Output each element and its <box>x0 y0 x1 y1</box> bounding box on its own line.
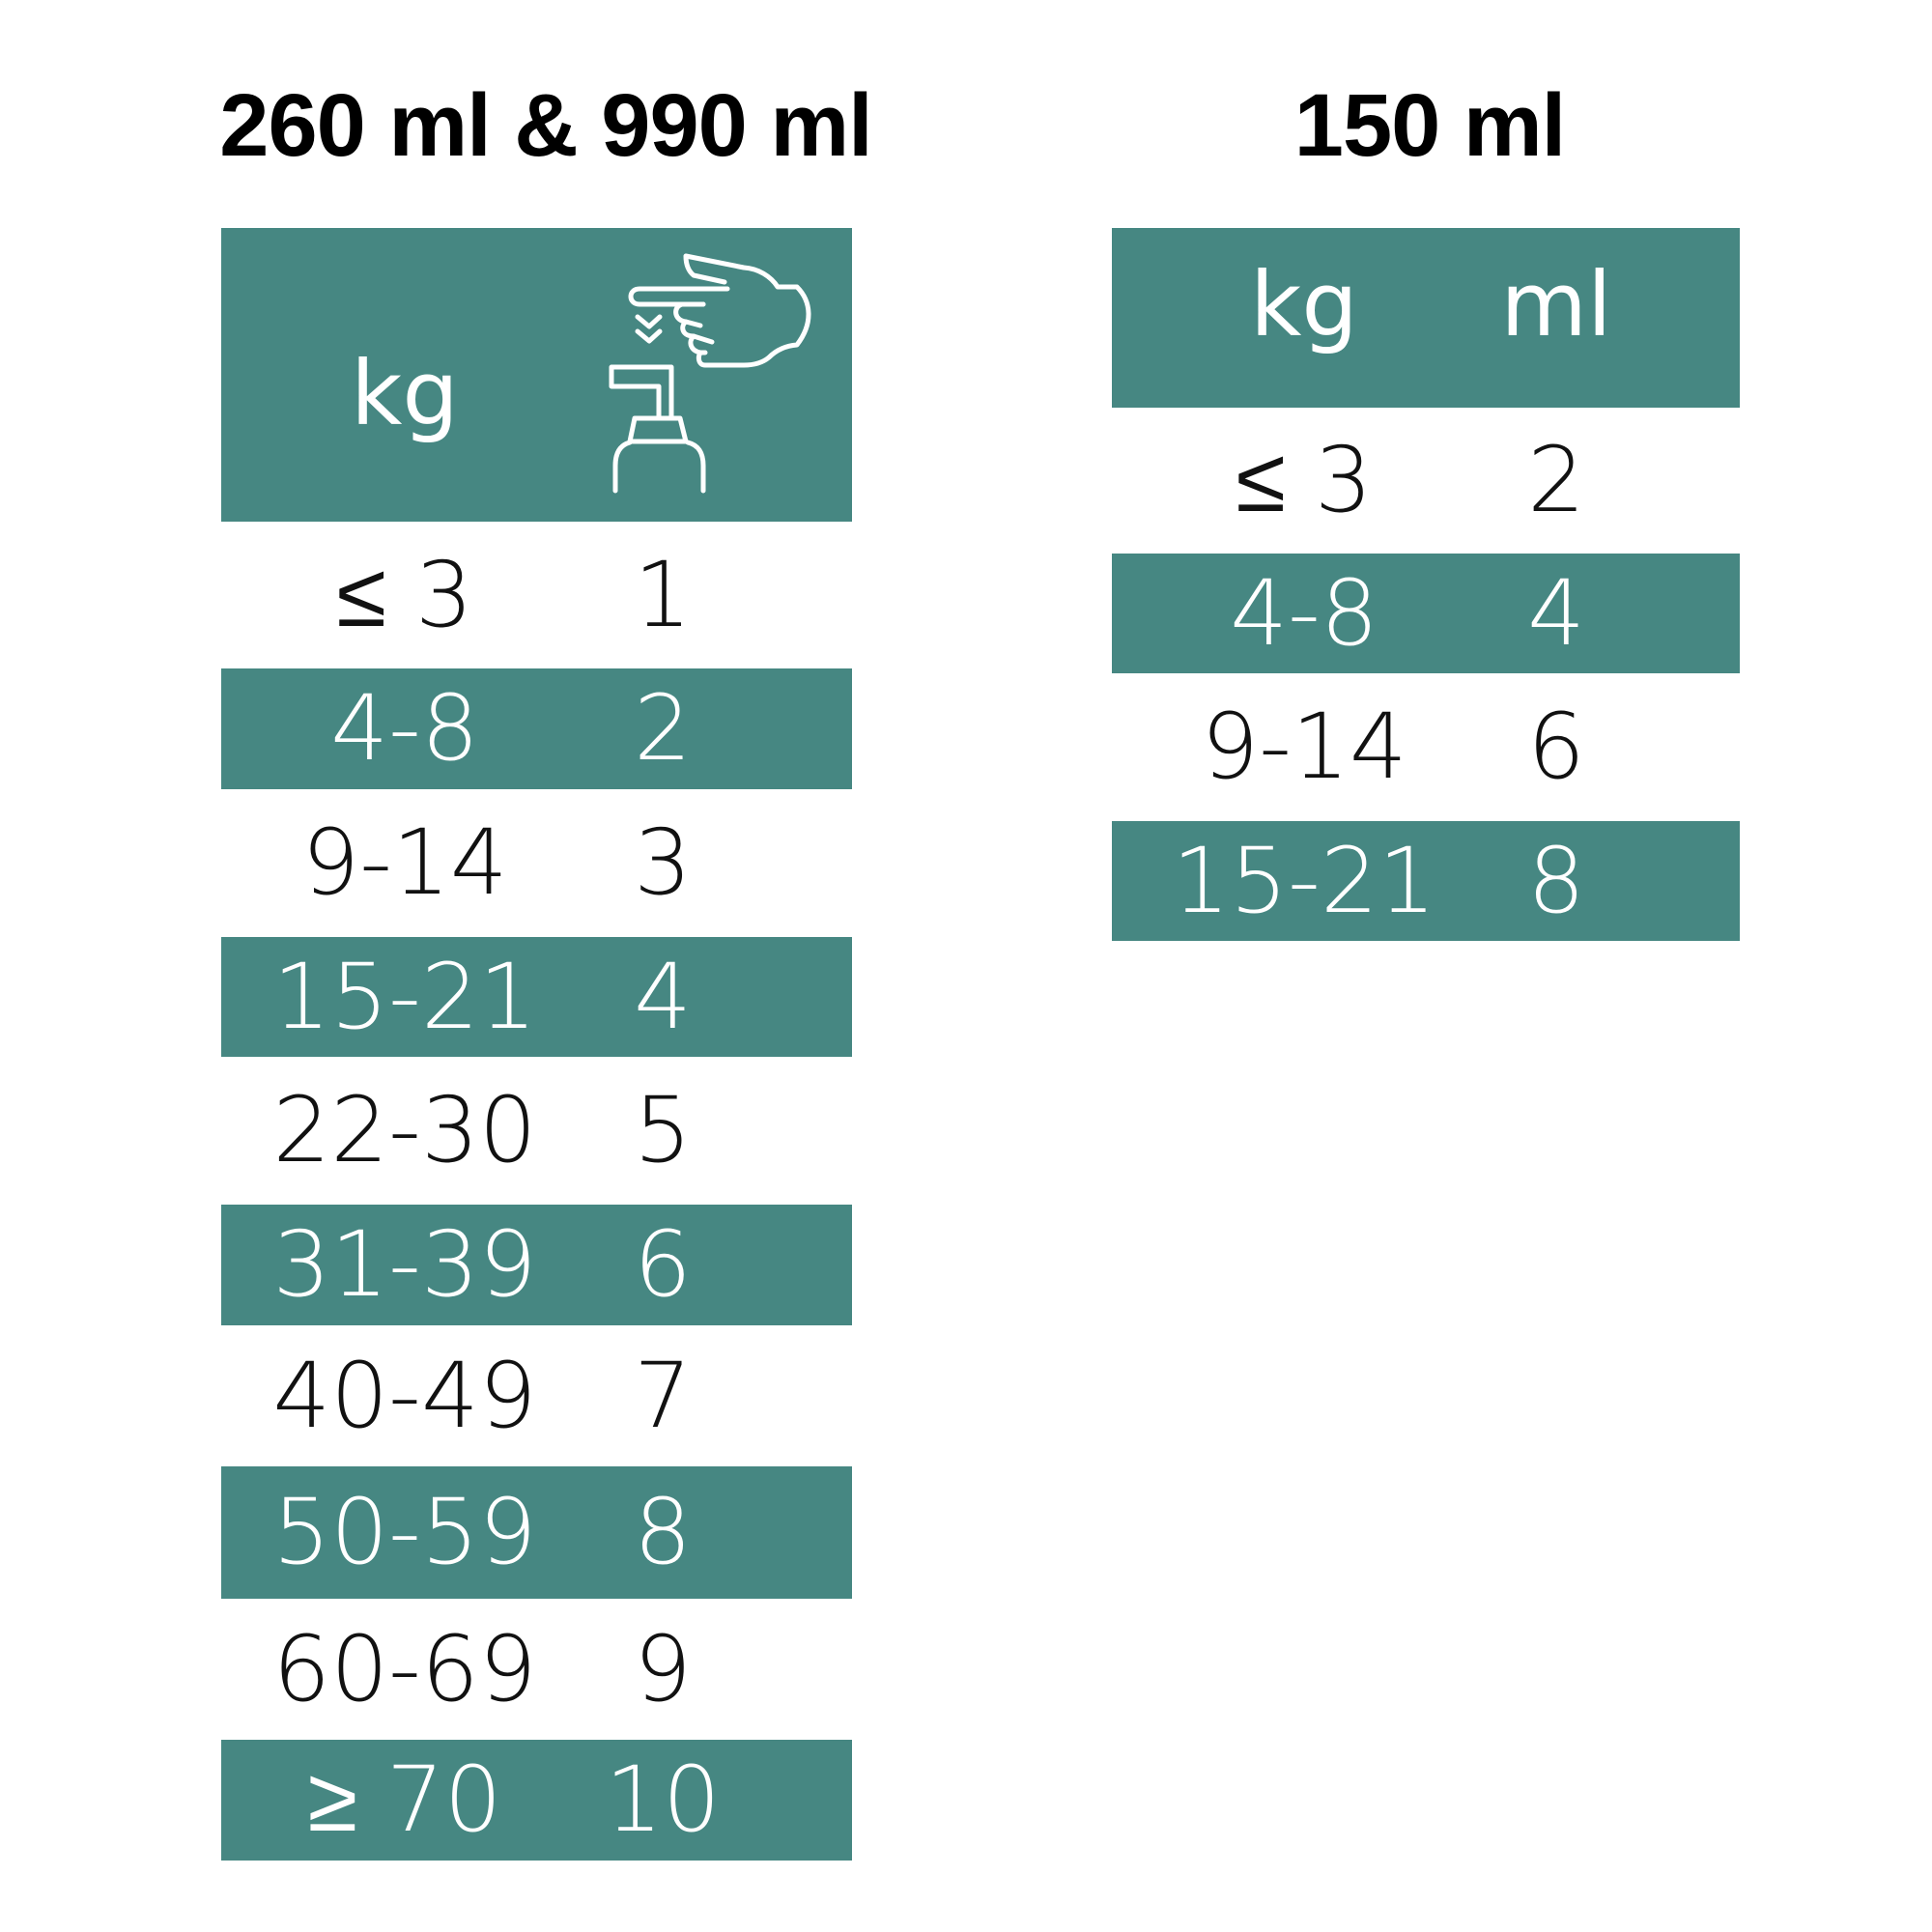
kg-cell: ≥ 70 <box>307 1747 502 1853</box>
table-row: 4-8 2 <box>221 668 852 789</box>
dose-cell: 2 <box>634 676 692 781</box>
kg-cell: 4-8 <box>330 676 479 781</box>
table-title-260-990: 260 ml & 990 ml <box>219 76 872 175</box>
kg-cell: 4-8 <box>1230 560 1378 667</box>
pump-dispenser-press-icon <box>609 253 811 494</box>
dose-cell: 6 <box>634 1212 692 1318</box>
table-row: ≤ 3 1 <box>221 522 852 668</box>
kg-cell: 22-30 <box>272 1078 537 1183</box>
dose-cell: 5 <box>634 1078 692 1183</box>
ml-cell: 4 <box>1527 560 1585 667</box>
table-row: 15-21 4 <box>221 937 852 1057</box>
table-row: 9-14 3 <box>221 789 852 937</box>
table-row: 40-49 7 <box>221 1325 852 1466</box>
ml-cell: 6 <box>1527 695 1585 800</box>
table-row: 60-69 9 <box>221 1599 852 1740</box>
kg-cell: 31-39 <box>272 1212 537 1318</box>
ml-cell: 2 <box>1527 428 1585 533</box>
table-header: kg ml <box>1112 228 1740 408</box>
kg-cell: 9-14 <box>1201 695 1407 800</box>
table-row: 15-21 8 <box>1112 821 1740 941</box>
dose-cell: 4 <box>634 944 692 1050</box>
kg-cell: ≤ 3 <box>1236 428 1373 533</box>
table-header: kg <box>221 228 852 522</box>
dosage-table-150: kg ml ≤ 3 2 4-8 4 9-14 6 15-21 8 <box>1112 228 1740 941</box>
table-row: 50-59 8 <box>221 1466 852 1599</box>
ml-cell: 8 <box>1527 828 1585 934</box>
kg-cell: 9-14 <box>301 810 508 916</box>
table-row: 4-8 4 <box>1112 554 1740 673</box>
ml-header: ml <box>1500 253 1612 356</box>
table-row: 22-30 5 <box>221 1057 852 1205</box>
dose-cell: 7 <box>634 1343 692 1449</box>
kg-cell: 60-69 <box>272 1616 537 1722</box>
table-row: ≥ 70 10 <box>221 1740 852 1861</box>
kg-cell: ≤ 3 <box>336 542 473 648</box>
kg-cell: 15-21 <box>1172 828 1436 934</box>
dose-cell: 9 <box>634 1616 692 1722</box>
dose-cell: 8 <box>634 1480 692 1585</box>
table-row: 31-39 6 <box>221 1205 852 1325</box>
table-title-150: 150 ml <box>1293 76 1566 175</box>
dose-cell: 10 <box>605 1747 721 1853</box>
kg-header: kg <box>1250 253 1358 356</box>
table-row: 9-14 6 <box>1112 673 1740 821</box>
dose-cell: 1 <box>634 542 692 648</box>
dose-cell: 3 <box>634 810 692 916</box>
kg-header: kg <box>351 342 459 445</box>
kg-cell: 15-21 <box>272 944 537 1050</box>
kg-cell: 40-49 <box>272 1343 537 1449</box>
table-row: ≤ 3 2 <box>1112 408 1740 554</box>
kg-cell: 50-59 <box>272 1480 537 1585</box>
